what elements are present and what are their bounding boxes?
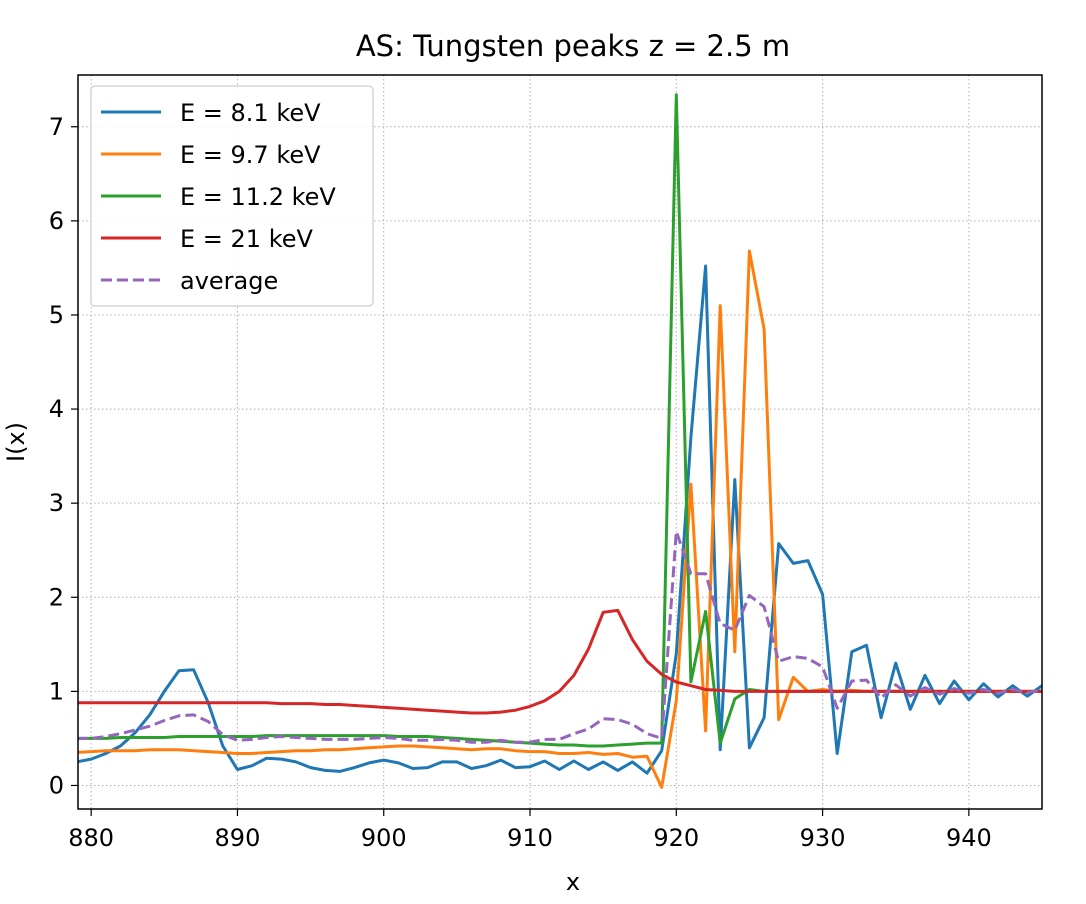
y-tick-label: 0: [49, 771, 64, 799]
x-tick-label: 910: [507, 824, 553, 852]
x-tick-label: 880: [68, 824, 114, 852]
plot-frame: [77, 74, 1043, 810]
y-tick-label: 2: [49, 583, 64, 611]
legend-label-0: E = 8.1 keV: [180, 99, 321, 127]
series-line-1: [78, 249, 1042, 789]
y-tick-label: 4: [49, 395, 64, 423]
legend: E = 8.1 keV E = 9.7 keV E = 11.2 keV E = 21…: [90, 85, 374, 307]
x-tick-label: 920: [653, 824, 699, 852]
x-tick-label: 940: [946, 824, 992, 852]
y-axis: 0 1 2 3 4 5 6 7: [49, 113, 78, 799]
legend-label-2: E = 11.2 keV: [180, 183, 336, 211]
x-axis: 880 890 900 910 920 930 940: [68, 809, 992, 852]
y-axis-label: I(x): [2, 422, 30, 462]
y-tick-label: 5: [49, 301, 64, 329]
series-lines: [78, 93, 1042, 789]
x-tick-label: 890: [215, 824, 261, 852]
series-line-3: [78, 608, 1042, 715]
legend-box: [90, 85, 374, 307]
x-tick-label: 900: [361, 824, 407, 852]
legend-label-3: E = 21 keV: [180, 225, 314, 253]
y-tick-label: 6: [49, 207, 64, 235]
x-tick-label: 930: [800, 824, 846, 852]
x-axis-label: x: [566, 868, 580, 896]
chart-title: AS: Tungsten peaks z = 2.5 m: [356, 29, 790, 63]
y-tick-label: 7: [49, 113, 64, 141]
series-line-4: [78, 529, 1042, 744]
series-line-0: [78, 264, 1042, 775]
legend-label-4: average: [180, 267, 278, 295]
y-tick-label: 1: [49, 677, 64, 705]
legend-label-1: E = 9.7 keV: [180, 141, 321, 169]
y-tick-label: 3: [49, 489, 64, 517]
